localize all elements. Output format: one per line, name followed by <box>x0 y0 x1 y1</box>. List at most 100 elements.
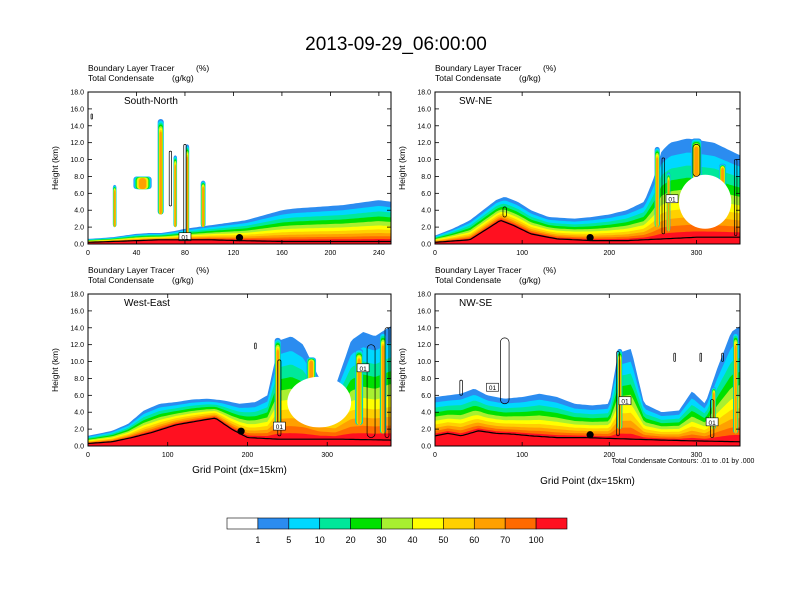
location-marker <box>586 233 594 242</box>
y-tick-label: 18.0 <box>70 90 84 97</box>
location-marker <box>237 427 245 435</box>
colorbar-label-3: 20 <box>346 535 356 545</box>
cross-section-label: South-North <box>124 96 178 107</box>
panels: 010.02.04.06.08.010.012.014.016.018.00 40… <box>50 63 741 487</box>
y-axis-label: Height (km) <box>397 146 407 190</box>
contour-label-box-2 <box>618 396 632 406</box>
clear-region-1 <box>679 174 732 229</box>
y-tick-label: 0.0 <box>74 242 84 249</box>
field-label: Boundary Layer Tracer <box>435 63 522 73</box>
terrain-line <box>435 430 740 443</box>
y-tick-label: 16.0 <box>417 308 431 315</box>
cross-section-label: NW-SE <box>459 298 492 309</box>
x-axis-label: Grid Point (dx=15km) <box>540 476 635 487</box>
x-tick-label: 120 <box>228 250 240 257</box>
x-tick-label: 0 <box>433 250 437 257</box>
panel-3: 01 01 0.0 2.0 4.0 6.0 8.0 10.0 12.0 14.0 16.0 18.0 0… <box>50 265 392 476</box>
colorbar-swatch-2 <box>288 517 321 530</box>
contour-label-2: 01 <box>621 399 629 406</box>
y-axis-label: Height (km) <box>50 146 60 190</box>
y-tick-label: 10.0 <box>417 359 431 366</box>
contour-field-label: Total Condensate <box>88 275 154 285</box>
y-tick-label: 2.0 <box>74 427 84 434</box>
plume-2-layer-8 <box>309 360 314 383</box>
contour-field-label: Total Condensate <box>88 73 154 83</box>
y-tick-label: 2.0 <box>74 225 84 232</box>
plume-1-layer-8 <box>656 157 659 228</box>
x-tick-label: 300 <box>321 452 333 459</box>
y-tick-label: 12.0 <box>70 140 84 147</box>
colorbar-label-4: 30 <box>377 535 387 545</box>
colorbar-swatch-3 <box>319 517 351 530</box>
y-tick-label: 4.0 <box>74 410 84 417</box>
colorbar-label-1: 5 <box>286 535 291 545</box>
y-tick-label: 16.0 <box>417 106 431 113</box>
y-tick-label: 8.0 <box>421 376 431 383</box>
condensate-contour-4 <box>733 159 738 236</box>
y-tick-label: 2.0 <box>421 427 431 434</box>
x-tick-label: 200 <box>242 452 254 459</box>
plume-4-layer-8 <box>381 345 385 434</box>
colorbar-swatch-8 <box>473 517 506 530</box>
plume-4-layer-8 <box>174 164 176 228</box>
colorbar-label-9: 100 <box>529 535 544 545</box>
plume-3-layer-8 <box>357 358 361 425</box>
colorbar-label-5: 40 <box>407 535 417 545</box>
y-tick-label: 16.0 <box>70 106 84 113</box>
y-tick-label: 10.0 <box>417 157 431 164</box>
y-tick-label: 6.0 <box>421 393 431 400</box>
colorbar-label-7: 60 <box>469 535 479 545</box>
condensate-contours: 01 <box>90 113 192 242</box>
plume-2-layer-8 <box>139 178 147 190</box>
y-tick-label: 12.0 <box>417 140 431 147</box>
y-tick-label: 12.0 <box>417 342 431 349</box>
x-tick-label: 0 <box>433 452 437 459</box>
y-tick-label: 6.0 <box>74 191 84 198</box>
x-tick-label: 100 <box>516 250 528 257</box>
panel-1: 01 0.0 2.0 4.0 6.0 8.0 10.0 12.0 14.0 16.0 18.0 0 40… <box>50 63 392 257</box>
tracer-band-10 <box>435 219 740 244</box>
condensate-contour-3 <box>90 113 93 120</box>
plume-2-layer-8 <box>667 179 670 232</box>
condensate-contour-2 <box>616 351 620 437</box>
colorbar-swatch-9 <box>504 517 537 530</box>
condensate-contour-3 <box>366 344 376 438</box>
plot-frame <box>434 293 741 447</box>
field-unit: (%) <box>543 63 556 73</box>
plume-5-layer-8 <box>186 156 189 236</box>
condensate-contours: 01 01 <box>254 327 390 438</box>
x-tick-label: 200 <box>603 452 615 459</box>
cross-section-label: West-East <box>124 298 170 309</box>
figure-title: 2013-09-29_06:00:00 <box>305 34 487 55</box>
x-tick-label: 240 <box>373 250 385 257</box>
x-tick-label: 200 <box>325 250 337 257</box>
colorbar-swatch-6 <box>412 517 444 530</box>
condensate-contours: 01 01 01 <box>459 337 724 438</box>
condensate-contour-6 <box>721 352 724 362</box>
colorbar-label-2: 10 <box>315 535 325 545</box>
x-tick-label: 80 <box>181 250 189 257</box>
field-unit: (%) <box>196 265 209 275</box>
condensate-contour-2 <box>168 150 172 207</box>
colorbar-swatch-5 <box>381 517 413 530</box>
colorbar-label-0: 1 <box>255 535 260 545</box>
colorbar-label-8: 70 <box>500 535 510 545</box>
contour-field-label: Total Condensate <box>435 73 501 83</box>
contour-label-1: 01 <box>668 197 676 204</box>
x-tick-label: 100 <box>162 452 174 459</box>
clear-region-1 <box>287 376 352 428</box>
contour-field-unit: (g/kg) <box>172 73 194 83</box>
condensate-contour-1 <box>500 337 510 405</box>
condensate-contour-5 <box>699 352 703 362</box>
x-tick-label: 100 <box>516 452 528 459</box>
contour-label-1: 01 <box>489 385 497 392</box>
y-tick-label: 16.0 <box>70 308 84 315</box>
condensate-contours: 01 <box>502 144 738 236</box>
y-axis-label: Height (km) <box>397 348 407 392</box>
y-tick-label: 18.0 <box>70 292 84 299</box>
contour-label-box-3 <box>705 417 719 427</box>
colorbar-label-6: 50 <box>438 535 448 545</box>
colorbar: 1 5 10 20 30 40 50 60 70 100 <box>226 517 568 545</box>
cross-section-label: SW-NE <box>459 96 492 107</box>
